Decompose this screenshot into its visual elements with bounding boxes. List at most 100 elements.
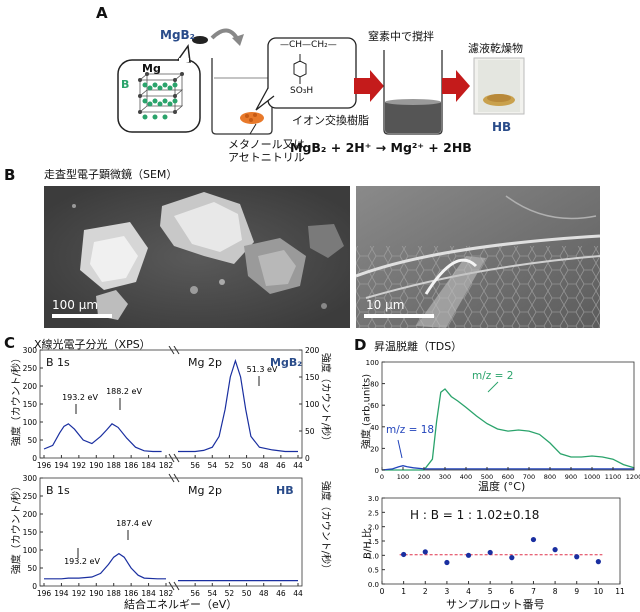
xps-ytick-label: 250 xyxy=(23,364,38,373)
xps-xtick-label: 186 xyxy=(124,461,139,470)
xps-annotation: 51.3 eV xyxy=(247,365,278,374)
xps-xtick-label: 50 xyxy=(242,461,252,470)
crystal-lattice-icon xyxy=(138,73,184,113)
bh-xtick-label: 3 xyxy=(445,587,450,596)
panel-d-letter: D xyxy=(354,336,367,354)
xps-ytick-label: 300 xyxy=(23,474,38,483)
bh-ytick-label: 3.0 xyxy=(368,495,379,503)
bh-data-point xyxy=(530,536,537,543)
scale-bar-label-right: 10 μm xyxy=(366,298,405,312)
stir-label: 窒素中で撹拌 xyxy=(368,30,434,43)
xps-bottom-mg2p-label: Mg 2p xyxy=(188,484,222,497)
xps-ytick-label: 150 xyxy=(305,373,320,382)
xps-ytick-label: 0 xyxy=(32,582,37,591)
xps-xtick-label: 192 xyxy=(72,461,87,470)
bh-data-point xyxy=(487,549,493,556)
bh-xlabel: サンプルロット番号 xyxy=(446,598,545,611)
hb-label: HB xyxy=(492,120,512,134)
bh-data-point xyxy=(509,555,515,561)
sem-image-right: 10 μm xyxy=(356,186,600,328)
bh-xtick-label: 4 xyxy=(466,587,471,596)
xps-ytick-label: 100 xyxy=(23,546,38,555)
xps-b1s-series-line xyxy=(44,552,166,580)
xps-bottom-sample-label: HB xyxy=(276,484,294,497)
xps-top-mg2p-label: Mg 2p xyxy=(188,356,222,369)
b-label: B xyxy=(121,78,130,91)
tds-xtick-label: 900 xyxy=(565,473,577,481)
xps-ytick-label: 250 xyxy=(23,492,38,501)
xps-xlabel: 結合エネルギー（eV） xyxy=(124,598,238,611)
red-arrow-icon xyxy=(442,70,470,102)
bh-ytick-label: 2.0 xyxy=(368,524,379,532)
tds-xtick-label: 300 xyxy=(439,473,451,481)
tds-ytick-label: 60 xyxy=(370,402,379,410)
tds-ytick-label: 40 xyxy=(370,424,379,432)
bh-data-point xyxy=(574,554,580,560)
bh-data-point xyxy=(465,552,472,558)
bh-xtick-label: 7 xyxy=(531,587,536,596)
xps-xtick-label: 196 xyxy=(37,589,52,598)
xps-annotation: 188.2 eV xyxy=(106,387,142,396)
bh-annotation: H : B = 1 : 1.02±0.18 xyxy=(410,508,540,522)
xps-xtick-label: 194 xyxy=(54,589,69,598)
xps-ylabel-left-bottom: 強度（カウント/秒） xyxy=(11,480,23,575)
xps-ytick-label: 150 xyxy=(23,528,38,537)
xps-xtick-label: 56 xyxy=(190,589,200,598)
xps-ytick-label: 50 xyxy=(27,564,37,573)
tds-xtick-label: 400 xyxy=(460,473,472,481)
bh-xtick-label: 0 xyxy=(380,587,385,596)
xps-xtick-label: 190 xyxy=(89,589,104,598)
resin-structure-icon xyxy=(293,54,307,84)
resin-label: イオン交換樹脂 xyxy=(292,114,369,127)
xps-annotation: 193.2 eV xyxy=(64,557,100,566)
scale-bar-label-left: 100 μm xyxy=(52,298,99,312)
beaker-2-icon xyxy=(383,50,443,135)
xps-ytick-label: 0 xyxy=(32,454,37,463)
bh-ytick-label: 0.0 xyxy=(368,581,379,589)
xps-ytick-label: 300 xyxy=(23,346,38,355)
xps-ytick-label: 50 xyxy=(27,436,37,445)
xps-ytick-label: 150 xyxy=(23,400,38,409)
bh-data-point xyxy=(444,559,450,566)
reaction-equation: MgB₂ + 2H⁺ → Mg²⁺ + 2HB xyxy=(290,140,472,155)
xps-xtick-label: 182 xyxy=(159,589,174,598)
xps-xtick-label: 46 xyxy=(276,589,286,598)
bh-data-point xyxy=(401,551,407,558)
xps-xtick-label: 196 xyxy=(37,461,52,470)
panel-b-letter: B xyxy=(4,166,16,184)
xps-xtick-label: 52 xyxy=(225,461,235,470)
xps-xtick-label: 52 xyxy=(225,589,235,598)
xps-ytick-label: 200 xyxy=(305,346,320,355)
xps-xtick-label: 182 xyxy=(159,461,174,470)
tds-xtick-label: 1100 xyxy=(605,473,622,481)
xps-xtick-label: 186 xyxy=(124,589,139,598)
solvent-line2: アセトニトリル xyxy=(228,151,305,164)
solvent-line1: メタノール又は xyxy=(228,138,305,151)
resin-formula-so3h: SO₃H xyxy=(290,86,314,96)
xps-xtick-label: 50 xyxy=(242,589,252,598)
bh-ytick-label: 0.5 xyxy=(368,567,379,575)
tds-mz2-label: m/z = 2 xyxy=(472,370,514,382)
xps-xtick-label: 190 xyxy=(89,461,104,470)
bh-ylabel: B/H 比 xyxy=(362,528,374,559)
tds-ytick-label: 0 xyxy=(375,467,379,475)
xps-ylabel-right-top: 強度（カウント/秒） xyxy=(319,352,331,447)
bh-xtick-label: 8 xyxy=(553,587,558,596)
tds-mz2-arrow xyxy=(487,381,499,393)
xps-xtick-label: 188 xyxy=(107,461,122,470)
xps-xtick-label: 48 xyxy=(259,589,269,598)
panel-a-schematic xyxy=(117,28,525,135)
xps-ytick-label: 200 xyxy=(23,510,38,519)
panel-d-title: 昇温脱離（TDS） xyxy=(374,340,463,353)
tds-ylabel: 強度 (arb.units) xyxy=(361,373,373,450)
tds-mz18-label: m/z = 18 xyxy=(386,424,435,436)
xps-ytick-label: 100 xyxy=(23,418,38,427)
panel-c-title: X線光電子分光（XPS） xyxy=(34,338,151,351)
xps-xtick-label: 184 xyxy=(141,461,156,470)
panel-c-letter: C xyxy=(4,334,16,352)
mgb2-label: MgB₂ xyxy=(160,28,195,42)
resin-formula-line1: —CH—CH₂— xyxy=(280,40,337,50)
tds-xtick-label: 0 xyxy=(380,473,384,481)
